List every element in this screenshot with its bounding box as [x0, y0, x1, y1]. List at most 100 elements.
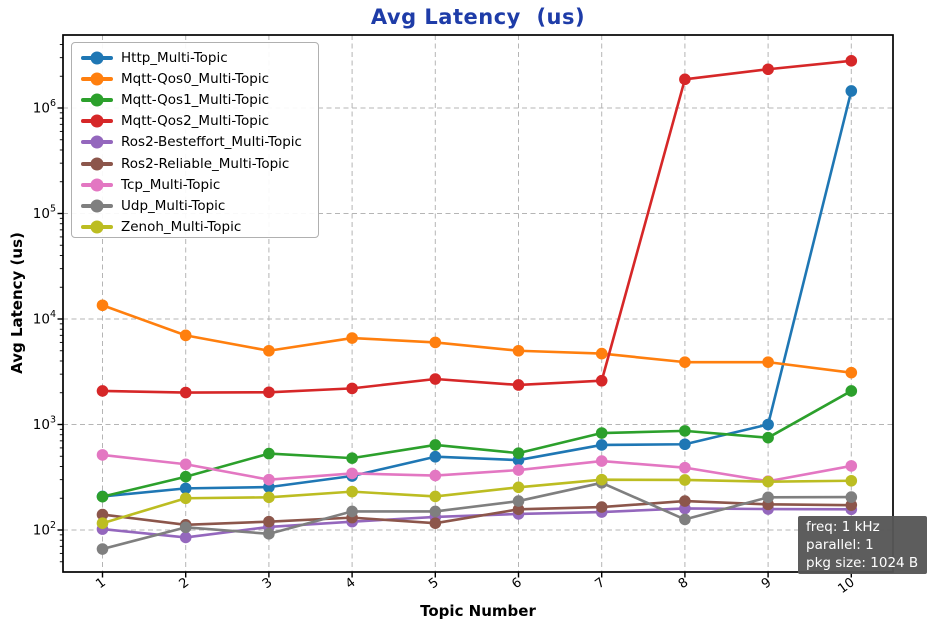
x-tick-label: 7 — [593, 575, 609, 592]
legend-line-marker-swatch — [81, 203, 113, 208]
legend-line-marker-swatch — [81, 161, 113, 166]
legend-label: Mqtt-Qos0_Multi-Topic — [121, 70, 270, 87]
legend-item: Tcp_Multi-Topic — [81, 174, 318, 195]
series-group — [96, 55, 858, 555]
data-point-marker — [429, 505, 442, 518]
data-point-marker — [512, 464, 525, 476]
data-point-marker — [512, 481, 525, 494]
series-Mqtt-Qos0_Multi-Topic — [96, 299, 858, 379]
data-point-marker — [845, 85, 858, 97]
y-tick-label: 103 — [33, 415, 56, 434]
legend-line-marker-swatch — [81, 119, 113, 124]
y-tick-label: 105 — [33, 204, 56, 223]
data-point-marker — [96, 449, 109, 461]
data-point-marker — [429, 450, 442, 463]
data-point-marker — [595, 455, 608, 467]
data-point-marker — [179, 329, 192, 342]
data-point-marker — [179, 531, 192, 544]
data-point-marker — [263, 447, 275, 460]
legend-item: Mqtt-Qos0_Multi-Topic — [81, 68, 318, 89]
data-point-marker — [762, 356, 774, 368]
data-point-marker — [96, 490, 109, 503]
data-point-marker — [845, 474, 858, 487]
legend-label: Tcp_Multi-Topic — [121, 176, 221, 193]
x-axis-label: Topic Number — [420, 602, 536, 620]
series-Zenoh_Multi-Topic — [96, 473, 858, 529]
data-point-marker — [263, 386, 275, 399]
data-point-marker — [762, 418, 774, 431]
data-point-marker — [595, 473, 608, 486]
series-line — [101, 303, 853, 374]
data-point-marker — [179, 470, 192, 483]
legend-line-marker-swatch — [81, 55, 113, 60]
data-point-marker — [762, 63, 774, 76]
data-point-marker — [595, 374, 608, 387]
data-point-marker — [429, 517, 442, 529]
data-point-marker — [679, 425, 691, 437]
series-Mqtt-Qos2_Multi-Topic — [96, 55, 858, 399]
legend-item: Mqtt-Qos2_Multi-Topic — [81, 111, 318, 132]
data-point-marker — [263, 515, 275, 528]
data-point-marker — [96, 299, 109, 312]
data-point-marker — [429, 439, 442, 451]
series-line — [101, 478, 853, 525]
data-point-marker — [263, 491, 275, 504]
data-point-marker — [96, 385, 109, 397]
legend-line-marker-swatch — [81, 97, 113, 102]
data-point-marker — [595, 439, 608, 451]
x-tick-label: 5 — [426, 575, 442, 592]
data-point-marker — [263, 528, 275, 540]
legend-label: Ros2-Besteffort_Multi-Topic — [121, 134, 302, 151]
legend: Http_Multi-Topic Mqtt-Qos0_Multi-Topic Mqt… — [71, 42, 319, 238]
data-point-marker — [429, 469, 442, 482]
x-tick-label: 2 — [177, 575, 193, 592]
axes-spines — [62, 34, 894, 573]
data-point-marker — [679, 461, 691, 474]
data-point-marker — [346, 505, 358, 518]
x-tick-label: 4 — [343, 575, 359, 592]
y-tick-label: 106 — [33, 98, 56, 117]
x-tick-label: 1 — [93, 575, 109, 592]
data-point-marker — [346, 332, 358, 344]
data-point-marker — [346, 485, 358, 498]
legend-item: Mqtt-Qos1_Multi-Topic — [81, 89, 318, 110]
data-point-marker — [512, 379, 525, 391]
annotation-box: freq: 1 kHz parallel: 1 pkg size: 1024 B — [798, 516, 927, 574]
data-point-marker — [346, 452, 358, 464]
data-point-marker — [179, 521, 192, 534]
x-tick-label: 10 — [835, 575, 857, 597]
data-point-marker — [179, 482, 192, 495]
data-point-marker — [845, 460, 858, 472]
series-line — [101, 453, 853, 483]
legend-item: Ros2-Besteffort_Multi-Topic — [81, 132, 318, 153]
data-point-marker — [429, 373, 442, 385]
legend-label: Mqtt-Qos1_Multi-Topic — [121, 91, 270, 108]
data-point-marker — [96, 543, 109, 555]
legend-line-marker-swatch — [81, 76, 113, 81]
series-Mqtt-Qos1_Multi-Topic — [96, 385, 858, 503]
data-point-marker — [96, 508, 109, 521]
data-point-marker — [512, 495, 525, 507]
annotation-line: parallel: 1 — [806, 537, 874, 554]
data-point-marker — [512, 447, 525, 459]
legend-item: Ros2-Reliable_Multi-Topic — [81, 153, 318, 174]
data-point-marker — [845, 385, 858, 397]
data-point-marker — [845, 499, 858, 511]
x-tick-label: 9 — [759, 575, 775, 592]
data-point-marker — [179, 458, 192, 471]
y-tick-label: 104 — [33, 309, 56, 328]
axis-ticks — [57, 44, 852, 578]
legend-line-marker-swatch — [81, 225, 113, 230]
legend-item: Http_Multi-Topic — [81, 47, 318, 68]
data-point-marker — [679, 438, 691, 451]
data-point-marker — [429, 336, 442, 349]
data-point-marker — [346, 467, 358, 480]
data-point-marker — [263, 344, 275, 357]
legend-label: Mqtt-Qos2_Multi-Topic — [121, 113, 270, 130]
legend-label: Udp_Multi-Topic — [121, 197, 226, 214]
data-point-marker — [512, 344, 525, 357]
legend-label: Ros2-Reliable_Multi-Topic — [121, 155, 290, 172]
data-point-marker — [679, 474, 691, 486]
